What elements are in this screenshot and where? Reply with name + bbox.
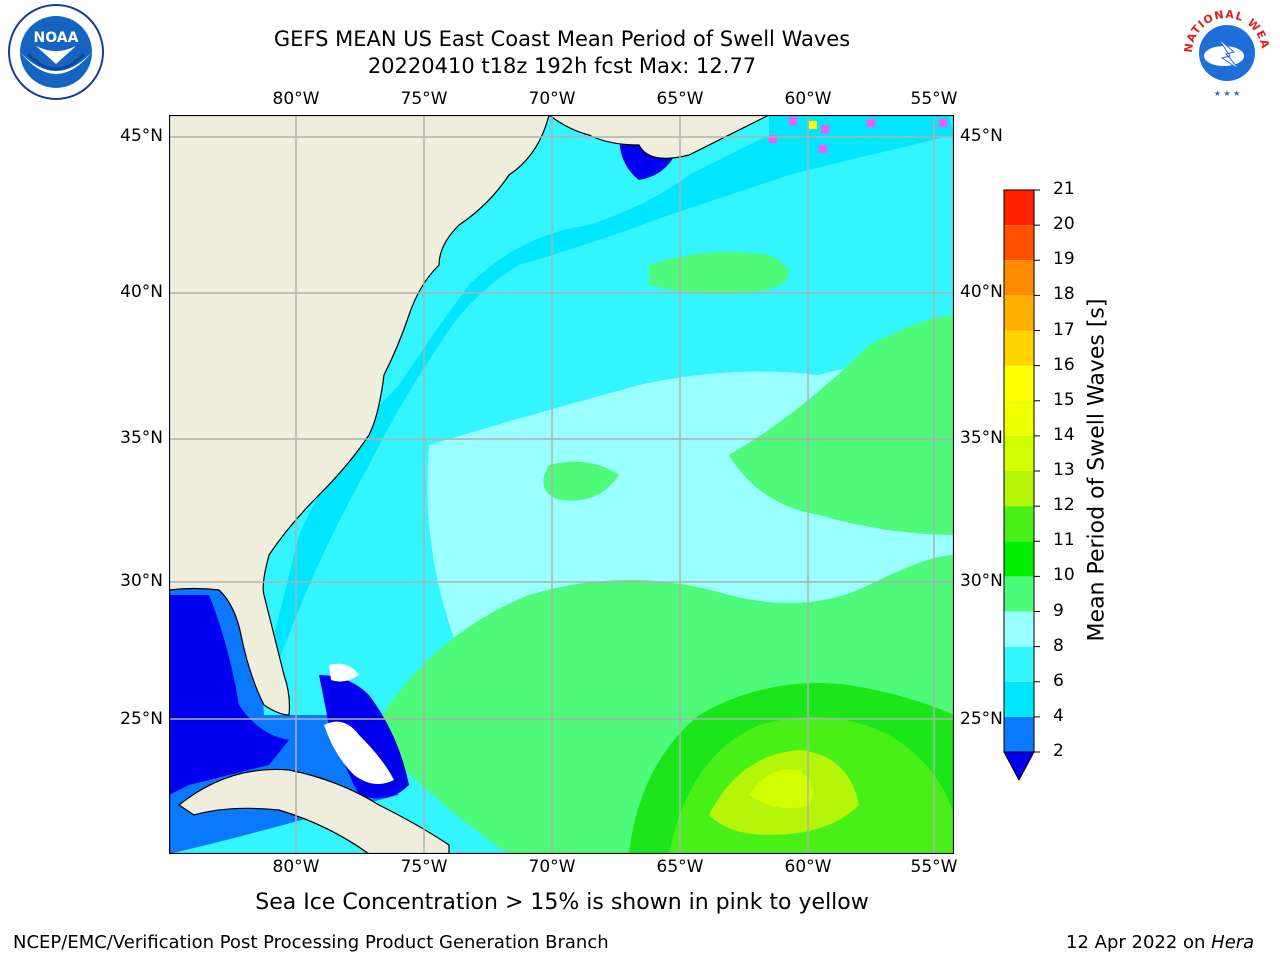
colorbar-tick-label: 6	[1053, 670, 1064, 691]
nws-logo: NATIONAL WEATHER SERVICE ★ ★ ★	[1178, 4, 1276, 102]
national-weather-service-logo-icon: NATIONAL WEATHER SERVICE ★ ★ ★	[1178, 4, 1274, 100]
lon-label-top-80w: 80°W	[272, 89, 320, 109]
map-title: GEFS MEAN US East Coast Mean Period of S…	[273, 27, 851, 51]
lat-label-right-30n: 30°N	[960, 571, 1003, 591]
lon-label-bottom-55w: 55°W	[910, 857, 958, 877]
colorbar-tick-label: 8	[1053, 635, 1064, 656]
colorbar-segment	[1004, 506, 1034, 542]
colorbar-under-triangle	[1003, 751, 1035, 782]
lat-label-left-45n: 45°N	[120, 126, 163, 146]
bahamas-bank	[324, 721, 394, 784]
lon-label-top-65w: 65°W	[656, 89, 704, 109]
colorbar-tick-label: 4	[1053, 705, 1064, 726]
colorbar-segment	[1004, 435, 1034, 471]
colorbar-segment	[1004, 541, 1034, 577]
colorbar-segment	[1004, 576, 1034, 612]
lat-label-left-40n: 40°N	[120, 282, 163, 302]
lon-label-bottom-75w: 75°W	[400, 857, 448, 877]
map-grid	[169, 115, 954, 854]
noaa-logo: NOAA	[8, 4, 104, 100]
lon-label-top-75w: 75°W	[400, 89, 448, 109]
sea-ice-note: Sea Ice Concentration > 15% is shown in …	[255, 890, 869, 915]
colorbar-tick-label: 20	[1053, 214, 1075, 235]
lat-label-right-45n: 45°N	[960, 126, 1003, 146]
lon-label-top-70w: 70°W	[528, 89, 576, 109]
colorbar-segment	[1004, 400, 1034, 436]
colorbar-segment	[1004, 681, 1034, 717]
colorbar-segment	[1004, 330, 1034, 366]
colorbar-tick-label: 15	[1053, 389, 1075, 410]
colorbar-tick-label: 16	[1053, 354, 1075, 375]
host-label: Hera	[1211, 932, 1255, 953]
land-us-east-coast	[169, 115, 550, 716]
field-9-10s-north	[649, 251, 789, 294]
colorbar-segment	[1004, 646, 1034, 682]
field-4-6s-coast	[259, 115, 954, 695]
colorbar-tick-label: 19	[1053, 249, 1075, 270]
lon-label-bottom-70w: 70°W	[528, 857, 576, 877]
lon-label-bottom-65w: 65°W	[656, 857, 704, 877]
colorbar-tick-label: 10	[1053, 565, 1075, 586]
sea-ice-markers	[769, 117, 947, 153]
bahamas-bank-north	[329, 663, 359, 682]
svg-text:★ ★ ★: ★ ★ ★	[1214, 89, 1241, 98]
field-lt2s-gulf	[169, 595, 289, 795]
colorbar-segment	[1004, 225, 1034, 261]
date-text: 12 Apr 2022 on Hera	[1066, 932, 1254, 953]
lon-label-bottom-80w: 80°W	[272, 857, 320, 877]
lat-label-right-25n: 25°N	[960, 709, 1003, 729]
date-label: 12 Apr 2022 on	[1066, 932, 1212, 953]
noaa-logo-text: NOAA	[34, 30, 79, 46]
colorbar-segment	[1004, 295, 1034, 331]
lon-label-top-55w: 55°W	[910, 89, 958, 109]
lon-label-top-60w: 60°W	[784, 89, 832, 109]
credit-text: NCEP/EMC/Verification Post Processing Pr…	[13, 932, 609, 953]
colorbar-tick-label: 9	[1053, 600, 1064, 621]
lat-label-right-35n: 35°N	[960, 428, 1003, 448]
map-frame	[169, 115, 954, 854]
colorbar-tick-label: 17	[1053, 319, 1075, 340]
lat-label-right-40n: 40°N	[960, 282, 1003, 302]
colorbar-segment	[1004, 190, 1034, 226]
lat-label-left-25n: 25°N	[120, 709, 163, 729]
colorbar-segment	[1004, 611, 1034, 647]
colorbar-tick-label: 2	[1053, 741, 1064, 761]
lon-label-bottom-60w: 60°W	[784, 857, 832, 877]
swell-period-map	[169, 115, 954, 854]
colorbar-tick-label: 12	[1053, 495, 1075, 516]
colorbar-segment	[1004, 365, 1034, 401]
colorbar-tick-label: 14	[1053, 424, 1075, 445]
colorbar	[1003, 189, 1040, 782]
colorbar-label: Mean Period of Swell Waves [s]	[1084, 298, 1110, 642]
colorbar-tick-label: 18	[1053, 284, 1075, 305]
map-subtitle: 20220410 t18z 192h fcst Max: 12.77	[367, 54, 757, 78]
field-9-10s-patch	[543, 461, 619, 501]
colorbar-tick-label: 21	[1053, 179, 1075, 199]
colorbar-tick-label: 13	[1053, 460, 1075, 480]
field-13-14s	[749, 769, 813, 809]
colorbar-segment	[1004, 260, 1034, 296]
lat-label-left-35n: 35°N	[120, 428, 163, 448]
noaa-logo-icon: NOAA	[8, 4, 104, 100]
colorbar-tick-label: 11	[1053, 530, 1075, 551]
lat-label-left-30n: 30°N	[120, 571, 163, 591]
colorbar-segment	[1004, 716, 1034, 752]
field-9-10s-east	[729, 315, 954, 535]
colorbar-segment	[1004, 471, 1034, 507]
